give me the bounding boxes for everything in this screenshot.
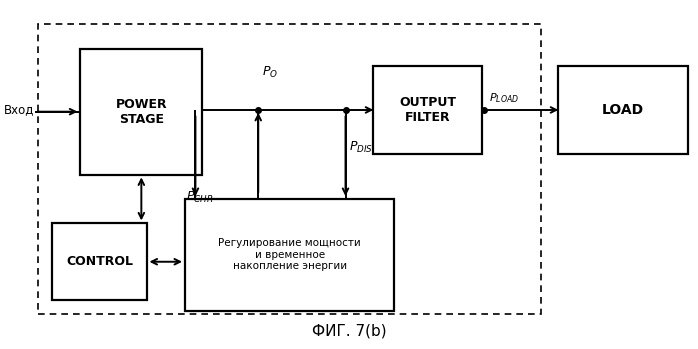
Text: $P_{DIS}$: $P_{DIS}$	[349, 140, 373, 155]
Text: $P_{LOAD}$: $P_{LOAD}$	[489, 91, 519, 105]
Text: CONTROL: CONTROL	[66, 255, 133, 268]
Text: $P_{CHR}$: $P_{CHR}$	[186, 190, 214, 205]
Bar	[373, 66, 482, 154]
Text: OUTPUT
FILTER: OUTPUT FILTER	[399, 96, 456, 124]
Bar	[38, 24, 541, 314]
Bar	[185, 199, 394, 311]
Text: POWER
STAGE: POWER STAGE	[116, 98, 167, 126]
Bar	[52, 223, 147, 300]
Text: $P_O$: $P_O$	[262, 65, 278, 80]
Text: ФИГ. 7(b): ФИГ. 7(b)	[312, 324, 386, 339]
Text: Вход: Вход	[3, 103, 34, 117]
Text: LOAD: LOAD	[602, 103, 644, 117]
Bar	[558, 66, 688, 154]
Bar	[80, 49, 202, 174]
Text: Регулирование мощности
и временное
накопление энергии: Регулирование мощности и временное накоп…	[218, 238, 361, 272]
